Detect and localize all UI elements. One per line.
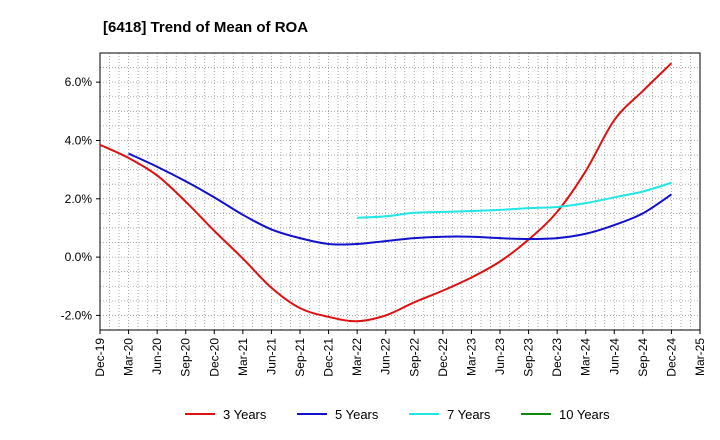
x-tick-label: Sep-22 xyxy=(407,338,421,377)
series-lines xyxy=(99,62,673,323)
y-axis-ticks: -2.0% 0.0% 2.0% 4.0% 6.0% xyxy=(61,75,100,322)
x-tick-label: Sep-20 xyxy=(179,338,193,377)
x-tick-label: Dec-21 xyxy=(322,338,336,377)
x-tick-label: Dec-19 xyxy=(93,338,107,377)
x-axis-ticks: Dec-19 Mar-20 Jun-20 Sep-20 Dec-20 Mar-21 Jun-… xyxy=(93,330,707,377)
x-tick-label: Dec-20 xyxy=(207,338,221,377)
x-tick-label: Jun-22 xyxy=(379,338,393,375)
plot-area xyxy=(99,52,701,331)
legend: 3 Years 5 Years 7 Years 10 Years xyxy=(185,407,610,422)
x-tick-label: Jun-24 xyxy=(607,338,621,375)
x-tick-label: Mar-24 xyxy=(579,338,593,376)
legend-label: 3 Years xyxy=(223,407,267,422)
series-line-7-years xyxy=(357,181,672,219)
legend-label: 10 Years xyxy=(559,407,610,422)
series-line-3-years xyxy=(99,62,673,323)
x-tick-label: Sep-24 xyxy=(636,338,650,377)
x-tick-label: Mar-21 xyxy=(236,338,250,376)
x-tick-label: Mar-23 xyxy=(464,338,478,376)
x-tick-label: Jun-20 xyxy=(150,338,164,375)
legend-label: 7 Years xyxy=(447,407,491,422)
series-line-5-years xyxy=(128,152,672,246)
y-tick-label: 0.0% xyxy=(65,250,93,264)
x-tick-label: Sep-23 xyxy=(522,338,536,377)
x-tick-label: Mar-22 xyxy=(350,338,364,376)
x-tick-label: Jun-23 xyxy=(493,338,507,375)
chart-title: [6418] Trend of Mean of ROA xyxy=(103,19,308,36)
x-tick-label: Dec-22 xyxy=(436,338,450,377)
x-tick-label: Dec-23 xyxy=(550,338,564,377)
legend-label: 5 Years xyxy=(335,407,379,422)
y-tick-label: 2.0% xyxy=(65,192,93,206)
gridlines xyxy=(100,53,700,330)
y-tick-label: 6.0% xyxy=(65,75,93,89)
x-tick-label: Mar-20 xyxy=(122,338,136,376)
x-tick-label: Sep-21 xyxy=(293,338,307,377)
y-tick-label: 4.0% xyxy=(65,133,93,147)
x-tick-label: Dec-24 xyxy=(664,338,678,377)
y-tick-label: -2.0% xyxy=(61,308,93,322)
x-tick-label: Jun-21 xyxy=(264,338,278,375)
x-tick-label: Mar-25 xyxy=(693,338,707,376)
